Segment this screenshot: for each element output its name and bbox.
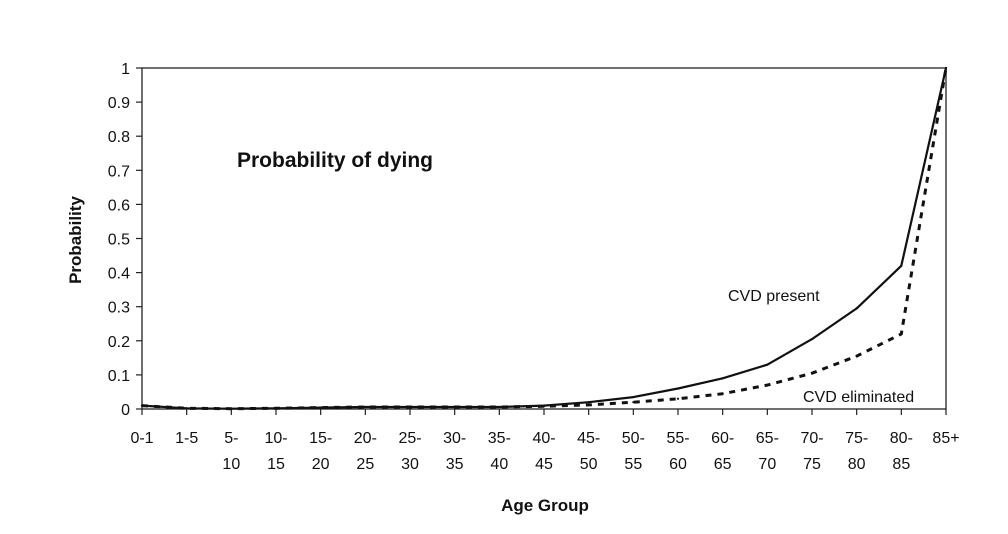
data-point bbox=[766, 384, 769, 387]
data-point bbox=[185, 407, 188, 410]
data-point bbox=[676, 387, 680, 390]
data-point bbox=[810, 337, 814, 341]
data-point bbox=[721, 392, 724, 395]
x-tick-label: 20-25 bbox=[354, 430, 377, 473]
annotation-cvd-eliminated: CVD eliminated bbox=[803, 389, 914, 406]
y-tick-label: 0.4 bbox=[108, 266, 130, 283]
y-axis-title: Probability bbox=[66, 196, 85, 284]
data-point bbox=[587, 403, 590, 407]
data-point bbox=[855, 355, 858, 358]
x-tick-label: 25-30 bbox=[398, 430, 421, 473]
x-tick-label: 1-5 bbox=[175, 430, 198, 447]
y-tick-label: 0.1 bbox=[108, 368, 130, 385]
y-tick-label: 0.5 bbox=[108, 232, 130, 249]
x-tick-label: 65-70 bbox=[756, 430, 779, 473]
data-point bbox=[721, 377, 724, 380]
x-tick-label: 10-15 bbox=[264, 430, 287, 473]
series-line-cvd-eliminated bbox=[141, 67, 948, 411]
data-point bbox=[408, 405, 412, 409]
data-point bbox=[632, 401, 635, 404]
data-point bbox=[498, 405, 501, 409]
x-tick-label: 85+ bbox=[932, 430, 959, 447]
data-point bbox=[230, 407, 233, 410]
x-tick-label: 80-85 bbox=[890, 430, 913, 473]
plot-area bbox=[141, 67, 947, 410]
x-tick-label: 60-65 bbox=[711, 430, 734, 473]
data-point bbox=[900, 264, 903, 267]
y-tick-label: 0.8 bbox=[108, 129, 130, 146]
y-tick-label: 0.7 bbox=[108, 163, 130, 180]
data-point bbox=[587, 401, 590, 404]
annotation-cvd-present: CVD present bbox=[728, 288, 820, 305]
x-tick-label: 30-35 bbox=[443, 430, 466, 473]
data-point bbox=[810, 372, 814, 375]
data-point bbox=[542, 405, 546, 408]
x-axis: 0-1 1-5 5-10 10-15 15-20 20-25 25-30 30-35 35-40… bbox=[130, 409, 960, 473]
x-tick-label: 0-1 bbox=[130, 430, 153, 447]
y-tick-label: 0.6 bbox=[108, 197, 130, 214]
data-point bbox=[676, 397, 680, 400]
x-tick-label: 55-60 bbox=[666, 430, 689, 473]
x-tick-label: 35-40 bbox=[488, 430, 511, 473]
y-tick-label: 0.9 bbox=[108, 95, 130, 112]
data-point bbox=[453, 405, 456, 409]
x-tick-label: 50-55 bbox=[622, 430, 645, 473]
x-tick-label: 40-45 bbox=[532, 430, 555, 473]
chart-title: Probability of dying bbox=[237, 149, 433, 172]
x-tick-label: 45-50 bbox=[577, 430, 600, 473]
x-tick-label: 15-20 bbox=[309, 430, 332, 473]
data-point bbox=[855, 307, 858, 310]
series-layer bbox=[140, 66, 948, 411]
x-tick-label: 70-75 bbox=[800, 430, 823, 473]
x-tick-label: 75-80 bbox=[845, 430, 868, 473]
x-axis-title: Age Group bbox=[501, 496, 589, 515]
data-point bbox=[900, 332, 903, 336]
y-tick-label: 1 bbox=[121, 61, 130, 78]
y-tick-label: 0 bbox=[121, 402, 130, 419]
y-tick-label: 0.2 bbox=[108, 334, 130, 351]
data-point bbox=[319, 406, 322, 409]
y-tick-label: 0.3 bbox=[108, 300, 130, 317]
y-axis: 0 0.1 0.2 0.3 0.4 0.5 0.6 0.7 0.8 0.9 1 bbox=[108, 61, 142, 419]
data-point bbox=[274, 407, 278, 410]
series-line-cvd-present bbox=[141, 67, 948, 410]
x-tick-label: 5-10 bbox=[222, 430, 240, 473]
data-point bbox=[766, 363, 769, 366]
data-point bbox=[632, 395, 635, 399]
data-point bbox=[140, 404, 144, 407]
data-point bbox=[364, 405, 367, 409]
data-point bbox=[944, 66, 948, 70]
